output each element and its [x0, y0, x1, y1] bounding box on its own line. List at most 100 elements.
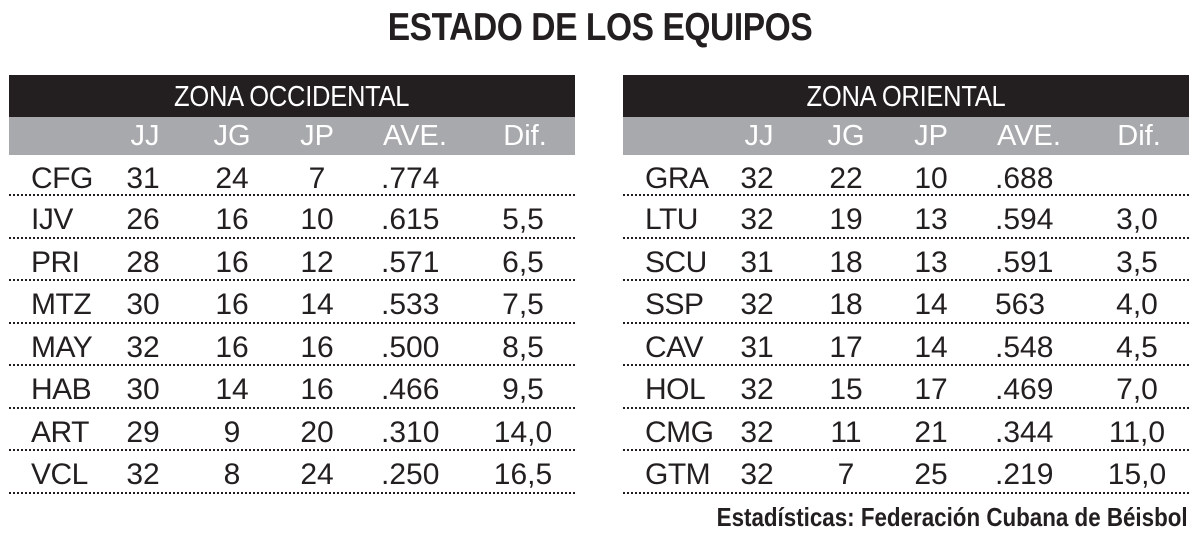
cell-jp: 14	[914, 330, 948, 364]
cell-team: SSP	[645, 288, 704, 321]
cell-jj: 26	[126, 203, 160, 236]
cell-team: CAV	[645, 330, 703, 364]
table-row: CMG 32 11 21 .344 11,0	[623, 409, 1189, 451]
cell-team: MAY	[31, 330, 93, 364]
zone-west-table: ZONA OCCIDENTAL JJ JG JP AVE. Dif. CFG 31…	[9, 75, 575, 494]
cell-jj: 32	[740, 288, 774, 321]
cell-jg: 18	[829, 245, 863, 279]
column-header-dif: Dif.	[503, 120, 547, 152]
cell-ave: 563	[995, 288, 1046, 321]
zone-west-rows: CFG 31 24 7 .774 IJV 26 16 10 .615 5,5 PRI 28 16 12 .57…	[9, 155, 575, 494]
cell-dif: 16,5	[493, 458, 553, 491]
cell-jg: 7	[837, 458, 855, 491]
column-header-row: JJ JG JP AVE. Dif.	[9, 117, 575, 155]
cell-team: CMG	[645, 415, 714, 449]
table-row: LTU 32 19 13 .594 3,0	[623, 196, 1189, 239]
column-header-jp: JP	[914, 120, 948, 152]
column-header-jj: JJ	[130, 120, 160, 152]
cell-dif: 11,0	[1108, 415, 1166, 449]
table-row: SCU 31 18 13 .591 3,5	[623, 239, 1189, 281]
cell-ave: .533	[381, 288, 440, 321]
cell-jg: 19	[829, 203, 863, 236]
cell-ave: .344	[995, 415, 1054, 449]
cell-jj: 31	[126, 162, 160, 195]
zone-west-title: ZONA OCCIDENTAL	[174, 81, 410, 113]
column-header-ave: AVE.	[997, 120, 1061, 152]
cell-jg: 17	[829, 330, 863, 364]
zone-east-title: ZONA ORIENTAL	[806, 81, 1006, 113]
cell-jg: 16	[215, 330, 249, 364]
cell-team: IJV	[31, 203, 73, 236]
cell-jp: 16	[300, 373, 334, 406]
cell-jg: 24	[215, 162, 249, 195]
cell-ave: .548	[995, 330, 1054, 364]
cell-jp: 24	[300, 458, 334, 491]
cell-team: GRA	[645, 162, 709, 195]
cell-jp: 13	[914, 203, 948, 236]
source-credit: Estadísticas: Federación Cubana de Béisb…	[717, 502, 1188, 532]
cell-jp: 16	[300, 330, 334, 364]
cell-jp: 13	[914, 245, 948, 279]
cell-dif: 6,5	[502, 245, 544, 279]
page-title: ESTADO DE LOS EQUIPOS	[387, 6, 813, 49]
cell-jj: 32	[740, 415, 774, 449]
cell-jg: 14	[215, 373, 249, 406]
cell-dif: 7,5	[502, 288, 544, 321]
cell-jp: 25	[914, 458, 948, 491]
cell-dif: 15,0	[1107, 458, 1167, 491]
cell-jp: 14	[914, 288, 948, 321]
table-row: SSP 32 18 14 563 4,0	[623, 281, 1189, 324]
cell-ave: .219	[995, 458, 1054, 491]
table-row: PRI 28 16 12 .571 6,5	[9, 239, 575, 281]
zone-east-rows: GRA 32 22 10 .688 LTU 32 19 13 .594 3,0 SCU 31 18 13 .5…	[623, 155, 1189, 494]
cell-jp: 7	[308, 162, 326, 195]
column-header-row: JJ JG JP AVE. Dif.	[623, 117, 1189, 155]
cell-jj: 32	[740, 162, 774, 195]
cell-team: MTZ	[31, 288, 92, 321]
cell-jp: 10	[914, 162, 948, 195]
table-row: CAV 31 17 14 .548 4,5	[623, 324, 1189, 366]
cell-jp: 20	[300, 415, 334, 449]
column-header-dif: Dif.	[1117, 120, 1161, 152]
cell-jp: 12	[300, 245, 334, 279]
cell-jj: 32	[740, 203, 774, 236]
cell-dif: 14,0	[493, 415, 553, 449]
cell-dif: 3,5	[1116, 245, 1158, 279]
cell-jp: 17	[914, 373, 948, 406]
cell-team: CFG	[31, 162, 93, 195]
cell-jj: 30	[126, 288, 160, 321]
table-row: MAY 32 16 16 .500 8,5	[9, 324, 575, 366]
cell-team: PRI	[31, 245, 80, 279]
cell-jp: 10	[300, 203, 334, 236]
cell-jj: 30	[126, 373, 160, 406]
cell-team: LTU	[645, 203, 698, 236]
cell-jg: 8	[223, 458, 241, 491]
cell-dif: 5,5	[502, 203, 544, 236]
cell-team: GTM	[645, 458, 711, 491]
zone-east-table: ZONA ORIENTAL JJ JG JP AVE. Dif. GRA 32 22…	[623, 75, 1189, 494]
cell-jg: 16	[215, 203, 249, 236]
cell-jp: 21	[914, 415, 948, 449]
cell-ave: .250	[381, 458, 440, 491]
cell-team: HAB	[31, 373, 92, 406]
cell-ave: .591	[995, 245, 1054, 279]
cell-jj: 32	[126, 330, 160, 364]
table-row: ART 29 9 20 .310 14,0	[9, 409, 575, 451]
cell-team: ART	[31, 415, 89, 449]
table-row: VCL 32 8 24 .250 16,5	[9, 451, 575, 494]
cell-jj: 32	[740, 373, 774, 406]
table-row: HAB 30 14 16 .466 9,5	[9, 366, 575, 409]
column-header-ave: AVE.	[383, 120, 447, 152]
column-header-jp: JP	[300, 120, 334, 152]
cell-jj: 29	[126, 415, 160, 449]
cell-ave: .594	[995, 203, 1054, 236]
cell-jj: 32	[126, 458, 160, 491]
cell-ave: .466	[381, 373, 440, 406]
table-row: MTZ 30 16 14 .533 7,5	[9, 281, 575, 324]
cell-dif: 4,5	[1116, 330, 1158, 364]
table-row: CFG 31 24 7 .774	[9, 155, 575, 196]
table-row: GRA 32 22 10 .688	[623, 155, 1189, 196]
cell-ave: .688	[995, 162, 1054, 195]
table-row: GTM 32 7 25 .219 15,0	[623, 451, 1189, 494]
cell-jj: 32	[740, 458, 774, 491]
